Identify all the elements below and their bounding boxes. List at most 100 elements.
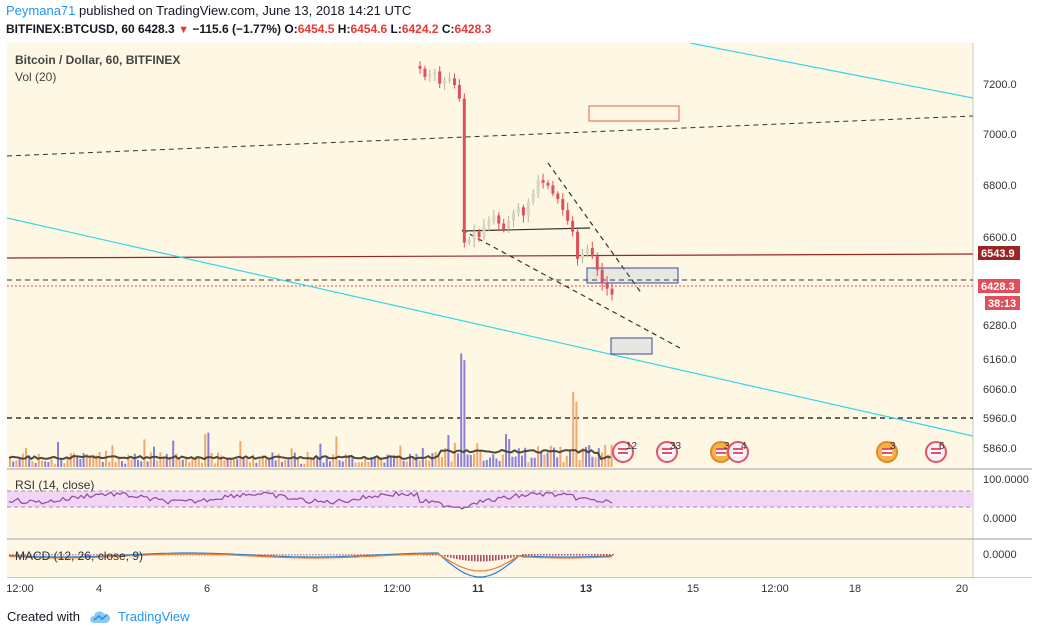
macd-histogram-bar	[444, 555, 446, 557]
candle-body[interactable]	[531, 193, 535, 202]
candle-body[interactable]	[428, 74, 432, 77]
volume-bar	[249, 462, 251, 467]
candle-body[interactable]	[502, 223, 506, 229]
time-scale[interactable]	[7, 578, 1032, 600]
candle-body[interactable]	[452, 78, 456, 85]
event-marker[interactable]: 12	[612, 441, 642, 465]
candle-body[interactable]	[492, 215, 496, 221]
candle-body[interactable]	[610, 288, 614, 295]
volume-bar	[178, 459, 181, 467]
candle-body[interactable]	[571, 220, 575, 232]
volume-bar	[322, 462, 325, 467]
candle-body[interactable]	[512, 212, 516, 221]
tradingview-link[interactable]: TradingView	[118, 609, 190, 624]
volume-bar	[255, 462, 258, 467]
price-label: 6160.0	[983, 354, 1017, 366]
volume-bar	[37, 453, 40, 467]
macd-histogram-bar	[291, 554, 293, 556]
rsi-line	[8, 490, 613, 510]
candle-body[interactable]	[507, 220, 511, 229]
volume-bar	[460, 353, 463, 467]
zone-rectangle-blue[interactable]	[586, 267, 679, 284]
macd-histogram-bar	[495, 555, 497, 561]
volume-bar	[409, 453, 411, 467]
candle-body[interactable]	[590, 247, 594, 257]
candle-body[interactable]	[566, 209, 570, 221]
symbol-label: BITFINEX:BTCUSD, 60	[6, 22, 135, 36]
candle-body[interactable]	[585, 247, 589, 254]
volume-bar	[92, 454, 95, 467]
volume-bar	[185, 456, 187, 467]
macd-histogram-bar	[558, 554, 560, 556]
candle-body[interactable]	[418, 65, 422, 69]
volume-bar	[501, 454, 504, 467]
dashed-channel-line[interactable]	[7, 115, 973, 157]
candle-body[interactable]	[521, 207, 525, 216]
macd-line	[8, 552, 613, 578]
macd-histogram-bar	[552, 554, 554, 556]
volume-bar	[165, 454, 168, 467]
candle-body[interactable]	[556, 193, 560, 200]
price-label: 7000.0	[983, 129, 1017, 141]
candle-body[interactable]	[516, 207, 520, 213]
macd-histogram-bar	[555, 554, 557, 556]
candle-body[interactable]	[482, 226, 486, 238]
macd-histogram-bar	[447, 555, 449, 558]
macd-histogram-bar	[264, 554, 266, 556]
upper-cyan-trendline[interactable]	[689, 43, 973, 99]
candle-body[interactable]	[551, 185, 555, 194]
volume-bar	[386, 454, 389, 467]
candle-body[interactable]	[576, 231, 580, 259]
candle-body[interactable]	[580, 253, 584, 259]
candle-body[interactable]	[467, 239, 471, 243]
macd-histogram-bar	[294, 554, 296, 556]
author-link[interactable]: Peymana71	[6, 3, 76, 18]
candle-body[interactable]	[561, 199, 565, 210]
tradingview-cloud-icon[interactable]	[88, 608, 114, 631]
event-marker[interactable]: 33	[656, 441, 686, 465]
event-marker[interactable]: 4	[727, 441, 757, 465]
candle-body[interactable]	[526, 201, 530, 216]
candle-body[interactable]	[605, 283, 609, 289]
high-value: 6454.6	[350, 22, 388, 36]
candle-body[interactable]	[546, 182, 550, 186]
candle-body[interactable]	[438, 71, 442, 84]
candle-body[interactable]	[497, 215, 501, 224]
rsi-axis-label: 0.0000	[983, 513, 1017, 525]
volume-bar	[191, 457, 194, 467]
price-scale[interactable]	[973, 43, 1032, 578]
candle-body[interactable]	[443, 80, 447, 84]
volume-bar	[415, 453, 418, 467]
volume-bar	[316, 457, 319, 467]
lower-cyan-trendline[interactable]	[7, 217, 973, 437]
last-price-tag	[978, 279, 1020, 293]
level-line-6543[interactable]	[7, 253, 973, 259]
macd-histogram-bar	[453, 555, 455, 559]
volume-bar	[34, 463, 37, 467]
candle-body[interactable]	[472, 231, 476, 240]
event-marker[interactable]: 6	[925, 441, 955, 465]
target-rectangle-blue[interactable]	[610, 337, 653, 355]
chart-canvas[interactable]: 6543.9 6428.3 38:13	[0, 0, 1039, 603]
candle-body[interactable]	[536, 180, 540, 194]
candle-body[interactable]	[541, 180, 545, 183]
macd-histogram-bar	[483, 555, 485, 562]
candle-body[interactable]	[487, 220, 491, 227]
volume-bar	[9, 457, 11, 467]
target-rectangle-red[interactable]	[588, 105, 680, 122]
candle-body[interactable]	[423, 68, 427, 77]
macd-histogram-bar	[30, 554, 32, 556]
macd-histogram-bar	[528, 554, 530, 556]
candle-body[interactable]	[433, 71, 437, 75]
candle-body[interactable]	[600, 269, 604, 284]
candle-body[interactable]	[448, 78, 452, 81]
macd-histogram-bar	[507, 555, 509, 559]
candle-body[interactable]	[462, 98, 466, 243]
candle-body[interactable]	[457, 85, 461, 99]
candle-body[interactable]	[477, 231, 481, 238]
time-label: 13	[579, 583, 593, 595]
candle-body[interactable]	[595, 256, 599, 270]
event-marker[interactable]: 3	[876, 441, 906, 465]
macd-histogram-bar	[51, 554, 53, 556]
candles[interactable]	[418, 61, 614, 301]
